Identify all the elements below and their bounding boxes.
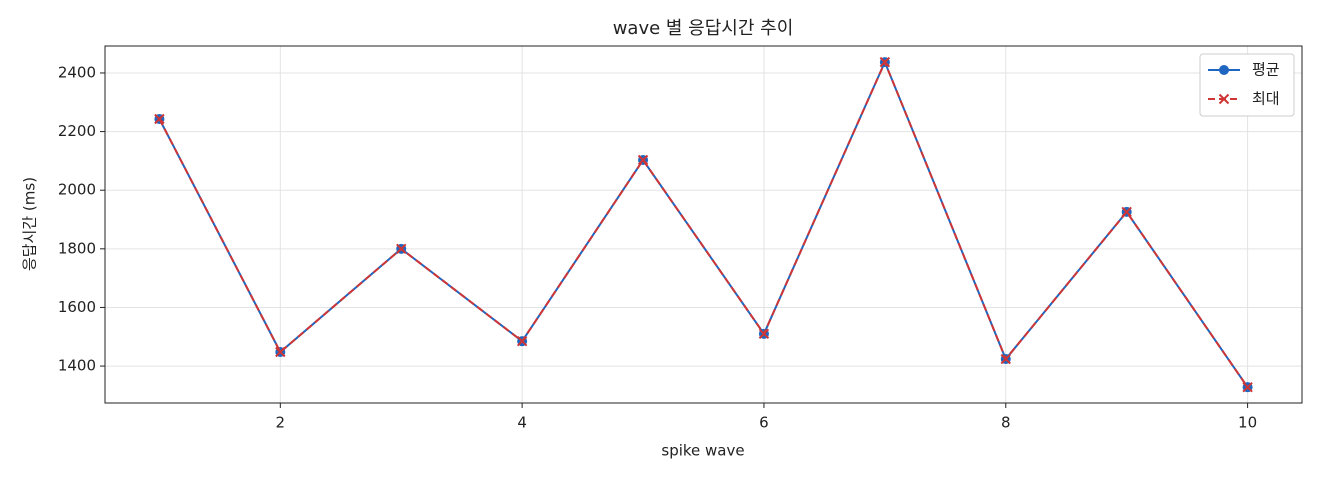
legend-label: 평균 xyxy=(1252,61,1280,79)
x-tick-label: 8 xyxy=(1001,414,1011,432)
chart-title: wave 별 응답시간 추이 xyxy=(613,18,794,39)
y-tick-label: 1400 xyxy=(58,357,96,375)
x-tick-label: 6 xyxy=(759,414,769,432)
point xyxy=(637,154,649,166)
series-line xyxy=(158,59,1249,388)
legend-marker xyxy=(1218,93,1230,105)
y-tick-label: 2200 xyxy=(58,122,96,140)
point xyxy=(396,243,407,255)
legend-box xyxy=(1199,53,1295,117)
y-tick-label: 1600 xyxy=(58,298,96,316)
point xyxy=(275,346,286,358)
legend-label: 최대 xyxy=(1252,90,1280,108)
x-tick-label: 4 xyxy=(517,414,527,432)
point xyxy=(879,56,891,68)
y-tick-label: 1800 xyxy=(58,239,96,257)
point xyxy=(154,113,165,125)
x-tick-label: 10 xyxy=(1238,414,1257,432)
y-axis-label: 응답시간 (ms) xyxy=(21,177,39,271)
point xyxy=(516,335,528,347)
y-tick-label: 2000 xyxy=(58,181,96,199)
legend-marker xyxy=(1219,65,1229,75)
point xyxy=(758,328,770,340)
plot-frame xyxy=(104,45,1303,404)
point xyxy=(1242,381,1253,393)
point xyxy=(1121,206,1132,218)
point xyxy=(1000,353,1011,365)
x-tick-label: 2 xyxy=(276,414,286,432)
y-tick-label: 2400 xyxy=(58,63,96,81)
x-axis-label: spike wave xyxy=(661,442,744,460)
